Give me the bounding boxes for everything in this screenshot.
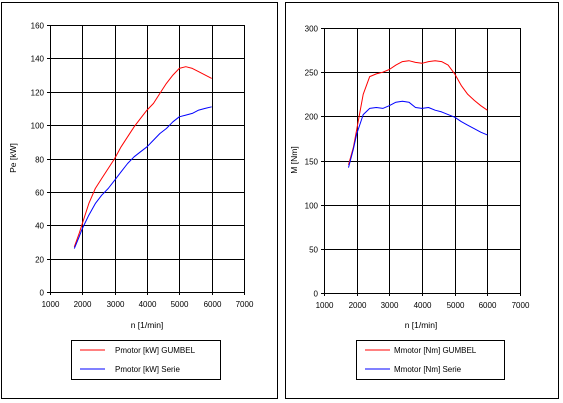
torque-xtick-label: 7000 bbox=[512, 301, 530, 310]
power-ytick-label: 100 bbox=[31, 122, 45, 131]
torque-xtick-label: 6000 bbox=[479, 301, 497, 310]
torque-ytick-label: 200 bbox=[305, 113, 319, 122]
torque-legend-serie: Mmotor [Nm] Serie bbox=[394, 365, 462, 374]
left-chart-panel bbox=[1, 2, 278, 399]
power-legend-serie: Pmotor [kW] Serie bbox=[115, 365, 180, 374]
power-x-axis-label: n [1/min] bbox=[131, 320, 164, 330]
torque-series-serie-line bbox=[348, 100, 488, 168]
torque-xtick-label: 4000 bbox=[414, 301, 432, 310]
power-xtick-label: 3000 bbox=[107, 300, 125, 309]
torque-ytick-label: 250 bbox=[305, 69, 319, 78]
power-legend-gumbel: Pmotor [kW] GUMBEL bbox=[115, 346, 196, 355]
power-ytick-label: 80 bbox=[35, 156, 44, 165]
power-xtick-label: 5000 bbox=[171, 300, 189, 309]
power-ytick-label: 40 bbox=[35, 222, 44, 231]
power-ytick-label: 0 bbox=[40, 289, 45, 298]
torque-legend: Mmotor [Nm] GUMBEL Mmotor [Nm] Serie bbox=[356, 340, 505, 380]
torque-xtick-label: 3000 bbox=[381, 301, 399, 310]
torque-ytick-label: 100 bbox=[305, 202, 319, 211]
power-xtick-label: 2000 bbox=[74, 300, 92, 309]
power-ytick-label: 20 bbox=[35, 256, 44, 265]
power-ytick-label: 160 bbox=[31, 22, 45, 31]
torque-legend-gumbel: Mmotor [Nm] GUMBEL bbox=[394, 346, 477, 355]
power-plot-area bbox=[50, 25, 245, 293]
torque-ytick-label: 300 bbox=[305, 25, 319, 34]
power-y-axis-label: Pe [kW] bbox=[8, 143, 18, 173]
power-series-gumbel-line bbox=[73, 66, 212, 248]
power-ytick-label: 140 bbox=[31, 55, 45, 64]
torque-plot-area bbox=[324, 28, 521, 294]
torque-xtick-label: 1000 bbox=[316, 301, 334, 310]
torque-chart: 0 50 100 150 200 250 300 1000 2000 3000 4000 5000 60… bbox=[305, 25, 530, 311]
power-xtick-label: 6000 bbox=[204, 300, 222, 309]
torque-xtick-label: 2000 bbox=[349, 301, 367, 310]
power-xtick-label: 4000 bbox=[139, 300, 157, 309]
torque-xtick-label: 5000 bbox=[447, 301, 465, 310]
torque-series-gumbel-line bbox=[348, 60, 488, 166]
power-ytick-label: 60 bbox=[35, 189, 44, 198]
power-xtick-label: 7000 bbox=[236, 300, 254, 309]
torque-ytick-label: 0 bbox=[314, 290, 319, 299]
torque-ytick-label: 150 bbox=[305, 158, 319, 167]
power-ytick-label: 120 bbox=[31, 89, 45, 98]
torque-x-axis-label: n [1/min] bbox=[405, 320, 438, 330]
power-chart: 0 20 40 60 80 100 120 140 160 1000 2000 3000 4000 500… bbox=[31, 22, 254, 310]
power-series-serie-line bbox=[73, 106, 212, 249]
torque-ytick-label: 50 bbox=[309, 246, 318, 255]
power-legend: Pmotor [kW] GUMBEL Pmotor [kW] Serie bbox=[71, 340, 221, 380]
torque-y-axis-label: M [Nm] bbox=[289, 146, 299, 173]
power-xtick-label: 1000 bbox=[42, 300, 60, 309]
